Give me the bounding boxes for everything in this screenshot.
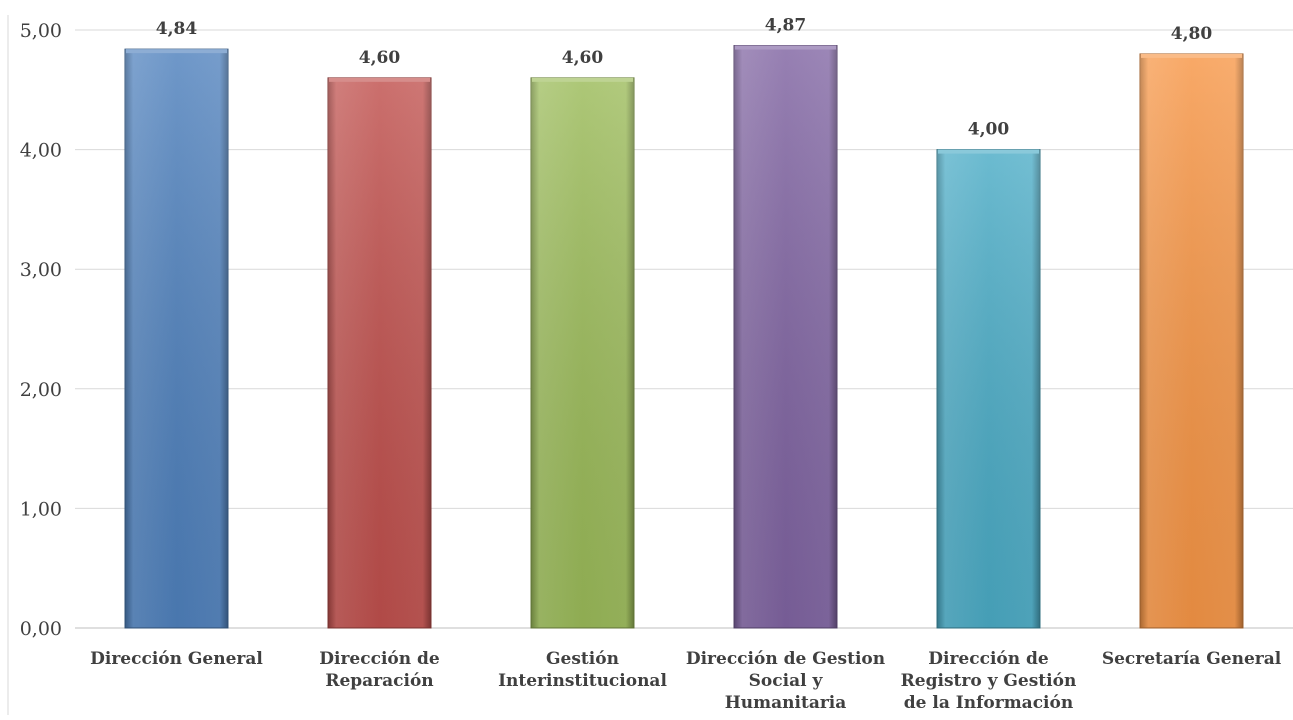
x-tick-label: Dirección de Registro y Gestión de la Info…	[901, 649, 1077, 713]
data-label: 4,00	[968, 120, 1010, 140]
y-tick-label: 1,00	[20, 498, 62, 520]
y-tick-label: 2,00	[20, 379, 62, 401]
bar-1	[124, 48, 229, 629]
bar-6	[1139, 53, 1244, 629]
x-tick-label: Gestión Interinstitucional	[498, 649, 667, 691]
data-label: 4,84	[156, 19, 198, 39]
x-tick-label: Secretaría General	[1102, 649, 1282, 669]
y-axis: 0,00 1,00 2,00 3,00 4,00 5,00	[7, 15, 62, 715]
bars	[124, 45, 1244, 629]
data-label: 4,60	[359, 48, 401, 68]
bar-top-bevel	[1141, 53, 1242, 58]
bar-shading	[328, 77, 431, 629]
bar-shading	[937, 149, 1040, 628]
x-axis: Dirección General Dirección de Reparación G…	[90, 649, 1282, 713]
bar-shading	[1140, 53, 1243, 629]
y-tick-label: 5,00	[20, 20, 62, 42]
data-label: 4,87	[765, 16, 806, 36]
y-tick-label: 0,00	[20, 618, 62, 640]
bar-shading	[734, 45, 837, 629]
bar-top-bevel	[938, 149, 1039, 154]
bar-5	[936, 149, 1041, 629]
data-label: 4,60	[562, 48, 604, 68]
y-tick-label: 3,00	[20, 259, 62, 281]
bar-top-bevel	[329, 77, 430, 82]
x-tick-label: Dirección de Gestion Social y Humanitaria	[686, 649, 885, 713]
bar-3	[530, 77, 635, 629]
bar-2	[327, 77, 432, 629]
x-tick-label: Dirección General	[90, 649, 263, 669]
bar-top-bevel	[126, 49, 227, 54]
data-labels: 4,84 4,60 4,60 4,87 4,00 4,80	[156, 16, 1213, 140]
y-tick-label: 4,00	[20, 140, 62, 162]
bar-top-bevel	[735, 45, 836, 50]
bar-top-bevel	[532, 77, 633, 82]
x-tick-label: Dirección de Reparación	[319, 649, 440, 691]
bar-shading	[125, 49, 228, 629]
data-label: 4,80	[1171, 24, 1213, 44]
gridlines	[75, 29, 1293, 629]
bar-shading	[531, 77, 634, 629]
bar-4	[733, 45, 838, 629]
